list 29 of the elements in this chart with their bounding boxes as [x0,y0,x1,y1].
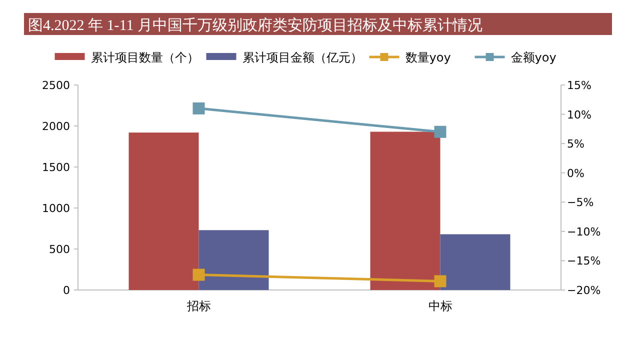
x-tick-label: 招标 [186,299,211,313]
y2-tick-label: 0% [567,166,584,180]
point [192,268,205,281]
y-tick-label: 2500 [42,79,70,92]
y-tick-label: 0 [63,284,70,297]
y2-tick-label: 15% [567,79,592,92]
point [434,126,446,138]
y-tick-label: 1500 [42,161,70,174]
x-tick-label: 中标 [428,299,452,313]
legend-label: 累计项目金额（亿元） [242,50,362,64]
bar [370,132,440,290]
legend-label: 累计项目数量（个） [90,50,199,64]
y2-tick-label: −5% [567,196,594,210]
y2-tick-label: 5% [567,138,584,151]
legend-label: 金额yoy [510,50,556,64]
y2-tick-label: 10% [567,108,592,122]
y-tick-label: 500 [49,243,70,256]
point [192,102,205,114]
bar [198,230,269,290]
bar [440,234,510,290]
y2-tick-label: −15% [567,254,601,268]
y-tick-label: 1000 [42,202,70,215]
chart-title: 图4.2022 年 1-11 月中国千万级别政府类安防项目招标及中标累计情况 [28,17,482,34]
legend-label: 数量yoy [405,50,451,64]
y-tick-label: 2000 [42,120,70,133]
y2-tick-label: −10% [567,225,601,238]
bar [128,132,199,290]
y2-tick-label: −20% [567,284,601,297]
point [434,275,446,288]
